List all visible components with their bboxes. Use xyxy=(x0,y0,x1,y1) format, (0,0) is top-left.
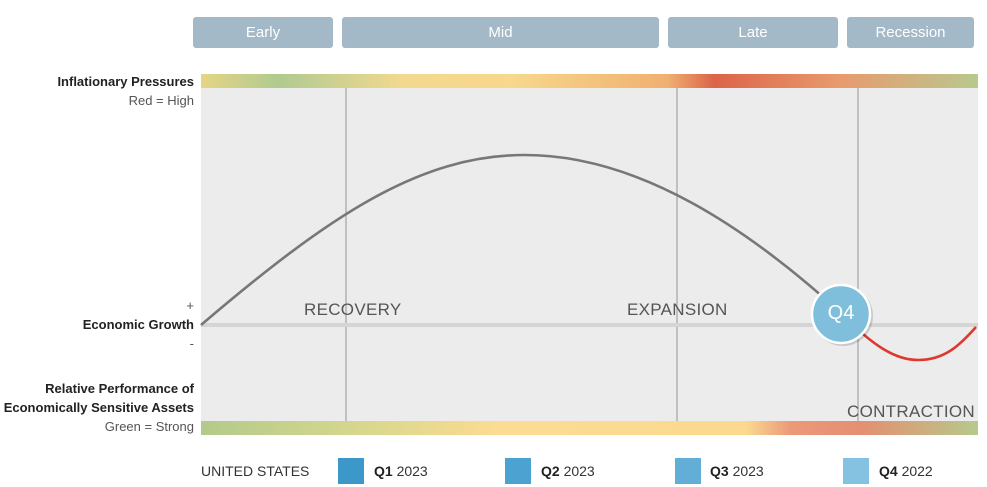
legend-item-q2: Q2 2023 xyxy=(541,463,595,479)
plot-area xyxy=(201,88,978,421)
recession-curve xyxy=(841,313,977,362)
inflation-gradient-bar xyxy=(201,74,978,88)
growth-curve xyxy=(200,153,843,326)
q4-marker-label: Q4 xyxy=(827,302,855,324)
stage-contraction: CONTRACTION xyxy=(847,402,975,421)
performance-gradient-bar xyxy=(201,421,978,435)
stage-expansion: EXPANSION xyxy=(627,300,728,319)
inflation-scale: Red = High xyxy=(128,93,194,108)
legend-item-q4: Q4 2022 xyxy=(879,463,933,479)
stage-recovery: RECOVERY xyxy=(304,300,402,319)
plus-sign: + xyxy=(186,298,194,313)
legend-swatch-q3 xyxy=(675,458,701,484)
phase-early: Early xyxy=(193,17,333,48)
legend-swatch-q2 xyxy=(505,458,531,484)
legend-country: UNITED STATES xyxy=(201,463,310,479)
legend-swatch-q1 xyxy=(338,458,364,484)
minus-sign: - xyxy=(189,336,194,351)
q4-marker xyxy=(810,283,872,345)
legend-item-q1: Q1 2023 xyxy=(374,463,428,479)
performance-title-1: Relative Performance of xyxy=(45,381,194,396)
legend-swatch-q4 xyxy=(843,458,869,484)
growth-title: Economic Growth xyxy=(82,317,194,332)
phase-mid: Mid xyxy=(342,17,659,48)
phase-late: Late xyxy=(668,17,838,48)
performance-scale: Green = Strong xyxy=(104,419,194,434)
phase-recession: Recession xyxy=(847,17,974,48)
legend-item-q3: Q3 2023 xyxy=(710,463,764,479)
inflation-title: Inflationary Pressures xyxy=(57,74,194,89)
performance-title-2: Economically Sensitive Assets xyxy=(3,400,194,415)
